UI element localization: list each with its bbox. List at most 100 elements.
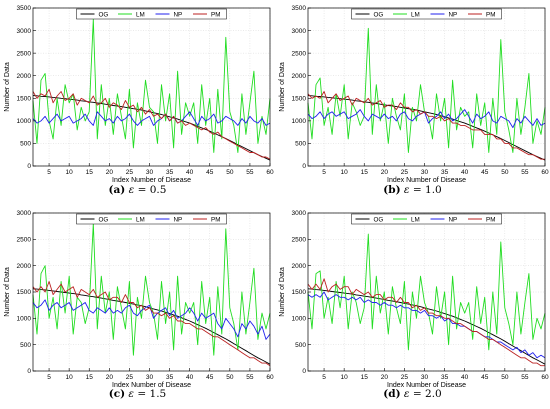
caption-value: = 2.0 [412,388,442,400]
caption-b: (b) ε = 1.0 [275,184,550,196]
x-tick-label: 50 [501,374,509,381]
x-tick-label: 35 [166,374,174,381]
caption-letter: (b) [383,184,401,196]
legend-label-og: OG [99,216,109,223]
series-line-np [307,109,546,129]
x-tick-label: 35 [166,169,174,176]
y-tick-label: 1500 [17,289,32,296]
x-tick-label: 15 [361,169,369,176]
legend-label-lm: LM [136,11,145,18]
legend-label-np: NP [174,11,183,18]
x-tick-label: 25 [401,374,409,381]
x-tick-label: 10 [341,374,349,381]
y-tick-label: 500 [20,141,31,148]
caption-symbol: ε [403,184,410,196]
x-axis-label: Index Number of Disease [387,177,466,184]
x-tick-label: 40 [186,374,194,381]
series-line-pm [307,91,545,160]
series-line-pm [307,278,545,367]
x-tick-label: 15 [86,169,94,176]
legend: OG LM NP PM [76,213,227,225]
x-tick-label: 5 [47,374,51,381]
x-axis-label: Index Number of Disease [112,382,191,389]
x-tick-label: 5 [47,169,51,176]
legend-label-np: NP [449,11,458,18]
x-axis-label: Index Number of Disease [387,382,466,389]
x-tick-label: 55 [246,169,254,176]
y-tick-label: 3000 [17,28,32,35]
chart-panel-b: 5 10 15 20 25 30 35 40 45 50 55 60 0 500 1000 1500 2000 2… [275,0,550,204]
series-line-np [32,299,271,340]
legend-label-og: OG [99,11,109,18]
legend: OG LM NP PM [351,213,502,225]
y-tick-label: 0 [302,368,306,375]
legend-label-lm: LM [136,216,145,223]
legend-label-og: OG [374,216,384,223]
y-tick-label: 3000 [292,28,307,35]
legend: OG LM NP PM [351,8,502,20]
y-tick-label: 0 [302,163,306,170]
plot-area [308,8,545,166]
y-tick-label: 2000 [17,73,32,80]
legend-label-lm: LM [411,216,420,223]
y-axis-label: Number of Data [4,267,11,317]
x-tick-label: 20 [381,169,389,176]
y-tick-label: 2500 [17,237,32,244]
y-tick-label: 2500 [292,50,307,57]
x-tick-label: 55 [521,169,529,176]
legend-box [351,8,502,20]
series-line-np [307,291,546,359]
y-axis-label: Number of Data [279,62,286,112]
y-tick-label: 500 [295,342,306,349]
x-tick-label: 15 [361,374,369,381]
caption-letter: (d) [383,388,401,400]
y-axis-label: Number of Data [279,267,286,317]
x-tick-label: 45 [206,374,214,381]
legend-box [351,213,502,225]
chart-panel-c: 5 10 15 20 25 30 35 40 45 50 55 60 0 500 1000 1500 2000 2… [0,205,275,409]
caption-d: (d) ε = 2.0 [275,388,550,400]
x-tick-label: 45 [481,169,489,176]
series-line-pm [32,281,271,367]
legend-label-pm: PM [486,11,495,18]
legend-box [76,213,227,225]
caption-a: (a) ε = 0.5 [0,184,275,196]
series-line-og [307,95,546,161]
y-tick-label: 1500 [17,95,32,102]
x-tick-label: 10 [66,374,74,381]
caption-symbol: ε [128,184,135,196]
x-tick-label: 5 [322,169,326,176]
x-tick-label: 55 [246,374,254,381]
x-tick-label: 10 [66,169,74,176]
x-axis-label: Index Number of Disease [112,177,191,184]
y-tick-label: 1000 [17,118,32,125]
legend-label-og: OG [374,11,384,18]
legend-label-lm: LM [411,11,420,18]
y-tick-label: 0 [27,368,31,375]
y-tick-label: 1000 [17,316,32,323]
x-tick-label: 30 [146,374,154,381]
series-line-lm [32,223,271,356]
x-tick-label: 60 [266,169,274,176]
x-tick-label: 50 [226,169,234,176]
plot-area [33,8,270,166]
x-tick-label: 50 [501,169,509,176]
y-tick-label: 1000 [292,316,307,323]
x-tick-label: 50 [226,374,234,381]
y-tick-label: 2500 [292,237,307,244]
x-tick-label: 60 [541,374,549,381]
legend-label-np: NP [449,216,458,223]
line-chart-d: 5 10 15 20 25 30 35 40 45 50 55 60 0 500 1000 1500 2000 2… [279,210,549,389]
series-line-np [32,111,271,126]
legend: OG LM NP PM [76,8,227,20]
caption-value: = 1.0 [412,184,442,196]
x-tick-label: 15 [86,374,94,381]
legend-label-pm: PM [211,11,220,18]
y-tick-label: 3000 [17,210,32,217]
series-line-lm [32,18,271,153]
line-chart-a: 5 10 15 20 25 30 35 40 45 50 55 60 0 500 1000 1500 2000 2… [4,5,274,184]
x-tick-label: 30 [421,374,429,381]
x-tick-label: 20 [381,374,389,381]
caption-symbol: ε [128,388,135,400]
caption-symbol: ε [403,388,410,400]
